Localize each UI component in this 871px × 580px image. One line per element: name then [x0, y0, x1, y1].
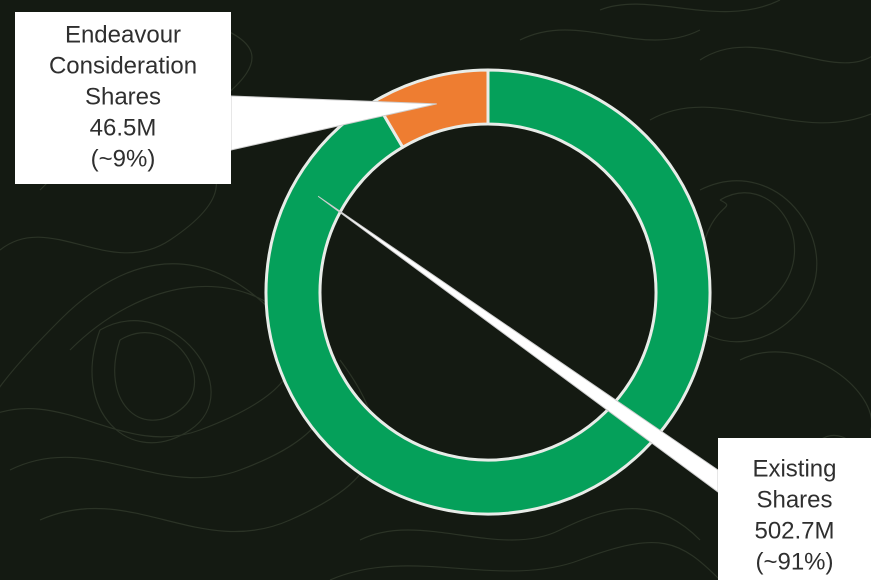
data-label: Shares	[756, 486, 832, 513]
data-label: Existing	[752, 455, 836, 482]
callout-box	[718, 438, 871, 580]
donut-chart	[264, 68, 712, 516]
data-label: (~9%)	[91, 145, 156, 172]
data-label: Shares	[85, 83, 161, 110]
data-label: Endeavour	[65, 21, 181, 48]
data-label: 502.7M	[754, 517, 834, 544]
donut-slice-existing-shares	[264, 68, 712, 516]
callouts: Existing Shares 502.7M (~91%) Endeavour Consi…	[15, 12, 871, 580]
callout-box	[15, 12, 231, 184]
data-label: 46.5M	[90, 114, 157, 141]
callout-endeavour-consideration-shares: Endeavour Consideration Shares 46.5M (~9%)	[15, 12, 437, 184]
data-label: Consideration	[49, 52, 197, 79]
donut-slice-endeavour-consideration-shares	[373, 68, 490, 149]
callout-existing-shares: Existing Shares 502.7M (~91%)	[317, 195, 871, 580]
data-label: (~91%)	[755, 548, 833, 575]
